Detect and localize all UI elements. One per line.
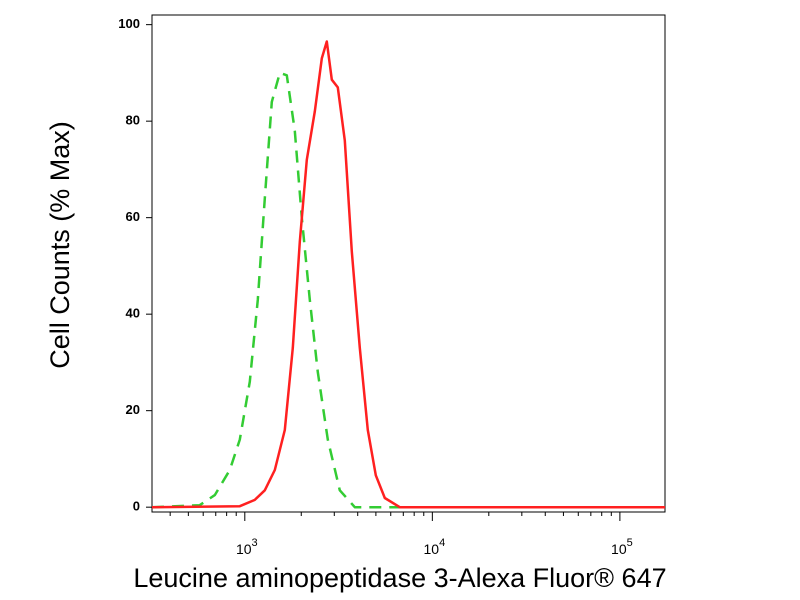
y-tick-label: 100 xyxy=(118,16,140,31)
x-tick-exponent: 5 xyxy=(627,537,633,549)
x-tick-label: 103 xyxy=(236,537,258,557)
plot-frame xyxy=(151,14,666,513)
x-tick-exponent: 4 xyxy=(439,537,445,549)
y-tick-label: 40 xyxy=(126,306,140,321)
x-axis-label: Leucine aminopeptidase 3-Alexa Fluor® 64… xyxy=(133,563,666,593)
x-tick-label: 105 xyxy=(611,537,633,557)
y-tick-label: 20 xyxy=(126,402,140,417)
y-tick-label: 80 xyxy=(126,113,140,128)
histogram-line xyxy=(151,71,665,509)
y-axis-label: Cell Counts (% Max) xyxy=(45,121,75,369)
histogram-line xyxy=(151,40,665,509)
y-tick-label: 60 xyxy=(126,209,140,224)
x-tick-base: 10 xyxy=(236,541,252,557)
x-tick-label: 104 xyxy=(423,537,445,557)
y-tick-label: 0 xyxy=(133,499,140,514)
x-tick-base: 10 xyxy=(423,541,439,557)
x-tick-exponent: 3 xyxy=(252,537,258,549)
x-tick-base: 10 xyxy=(611,541,627,557)
